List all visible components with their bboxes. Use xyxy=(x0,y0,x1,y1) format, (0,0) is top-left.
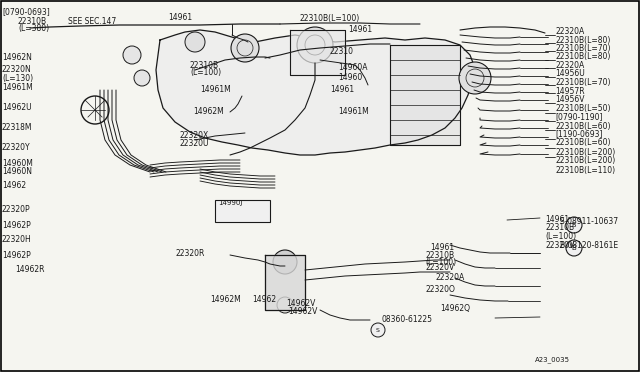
Text: SEE SEC.147: SEE SEC.147 xyxy=(68,17,116,26)
Text: 14960A: 14960A xyxy=(338,64,367,73)
Text: 14960: 14960 xyxy=(338,74,362,83)
Text: S: S xyxy=(376,327,380,333)
Circle shape xyxy=(231,34,259,62)
Text: 22320Y: 22320Y xyxy=(2,144,31,153)
Text: 22310B: 22310B xyxy=(425,250,454,260)
Circle shape xyxy=(123,46,141,64)
Text: 14962N: 14962N xyxy=(2,54,32,62)
Text: 22320O: 22320O xyxy=(425,285,455,295)
Text: 14962V: 14962V xyxy=(286,298,316,308)
Text: 22320H: 22320H xyxy=(2,235,32,244)
Text: (L=100): (L=100) xyxy=(425,259,456,267)
Text: 14961M: 14961M xyxy=(2,83,33,92)
Bar xyxy=(215,200,270,222)
Text: 22320U: 22320U xyxy=(180,138,209,148)
Text: 22320V: 22320V xyxy=(545,241,574,250)
Text: 14962V: 14962V xyxy=(288,308,317,317)
Text: 14962U: 14962U xyxy=(2,103,31,112)
Polygon shape xyxy=(390,45,460,145)
Text: [0790-0693]: [0790-0693] xyxy=(2,7,50,16)
Text: 14962: 14962 xyxy=(252,295,276,305)
Text: 14961: 14961 xyxy=(168,13,192,22)
Text: (L=130): (L=130) xyxy=(2,74,33,83)
Text: 08360-61225: 08360-61225 xyxy=(382,315,433,324)
Text: 14962P: 14962P xyxy=(2,250,31,260)
Text: [1190-0693]: [1190-0693] xyxy=(555,129,602,138)
Text: 14962M: 14962M xyxy=(210,295,241,305)
Text: 22310B(L=200): 22310B(L=200) xyxy=(555,148,615,157)
Text: 22318M: 22318M xyxy=(2,124,33,132)
Text: 22320X: 22320X xyxy=(180,131,209,140)
Text: 14961: 14961 xyxy=(545,215,569,224)
Text: 14957R: 14957R xyxy=(555,87,584,96)
Text: 22310B: 22310B xyxy=(18,17,47,26)
Text: [0790-1190]: [0790-1190] xyxy=(555,112,602,122)
Text: 22310B(L=60): 22310B(L=60) xyxy=(555,122,611,131)
Polygon shape xyxy=(156,30,475,155)
Text: 14962: 14962 xyxy=(2,180,26,189)
Text: 22310: 22310 xyxy=(330,48,354,57)
Text: B 08120-8161E: B 08120-8161E xyxy=(560,241,618,250)
Text: 14962M: 14962M xyxy=(193,108,224,116)
Text: 14960M: 14960M xyxy=(2,158,33,167)
Text: 14962R: 14962R xyxy=(15,266,45,275)
Text: 14956V: 14956V xyxy=(555,96,584,105)
Circle shape xyxy=(566,217,582,233)
Text: 22320R: 22320R xyxy=(175,248,204,257)
Text: 14961: 14961 xyxy=(430,244,454,253)
Text: 14960N: 14960N xyxy=(2,167,32,176)
Text: 22310B(L=70): 22310B(L=70) xyxy=(555,77,611,87)
Text: 22310B(L=60): 22310B(L=60) xyxy=(555,138,611,148)
Text: 14962Q: 14962Q xyxy=(440,304,470,312)
Text: (L=380): (L=380) xyxy=(18,25,49,33)
Text: 22310B(L=70): 22310B(L=70) xyxy=(555,44,611,52)
Polygon shape xyxy=(265,255,305,310)
Text: 22320A: 22320A xyxy=(435,273,464,282)
Text: 22310B(L=100): 22310B(L=100) xyxy=(300,13,360,22)
Text: 22320A: 22320A xyxy=(555,28,584,36)
Text: 14990J: 14990J xyxy=(218,200,243,206)
Circle shape xyxy=(459,62,491,94)
Circle shape xyxy=(566,240,582,256)
Text: (L=100): (L=100) xyxy=(545,232,576,241)
Text: 14961M: 14961M xyxy=(338,108,369,116)
Text: 22310B(L=110): 22310B(L=110) xyxy=(555,166,615,174)
Text: 22310B: 22310B xyxy=(545,224,574,232)
Text: 22310B(L=50): 22310B(L=50) xyxy=(555,105,611,113)
Circle shape xyxy=(134,70,150,86)
Text: 22310B(L=200): 22310B(L=200) xyxy=(555,157,615,166)
Text: 22320P: 22320P xyxy=(2,205,31,215)
Circle shape xyxy=(371,323,385,337)
Circle shape xyxy=(273,250,297,274)
Text: 22310B(L=80): 22310B(L=80) xyxy=(555,52,611,61)
Text: 22320N: 22320N xyxy=(2,65,32,74)
Polygon shape xyxy=(290,30,345,75)
Text: B: B xyxy=(572,245,577,251)
Text: 14961: 14961 xyxy=(330,86,354,94)
Text: 14961: 14961 xyxy=(348,26,372,35)
Text: S: S xyxy=(572,222,576,228)
Text: 22320A: 22320A xyxy=(555,61,584,70)
Circle shape xyxy=(185,32,205,52)
Text: 14956U: 14956U xyxy=(555,70,585,78)
Circle shape xyxy=(297,27,333,63)
Text: 22310B(L=80): 22310B(L=80) xyxy=(555,35,611,45)
Text: 14962P: 14962P xyxy=(2,221,31,230)
Text: S 08911-10637: S 08911-10637 xyxy=(560,218,618,227)
Text: A23_0035: A23_0035 xyxy=(535,357,570,363)
Text: 14961M: 14961M xyxy=(200,86,231,94)
Text: (L=100): (L=100) xyxy=(190,68,221,77)
Text: 22320V: 22320V xyxy=(425,263,454,273)
Text: 22310B: 22310B xyxy=(190,61,219,70)
